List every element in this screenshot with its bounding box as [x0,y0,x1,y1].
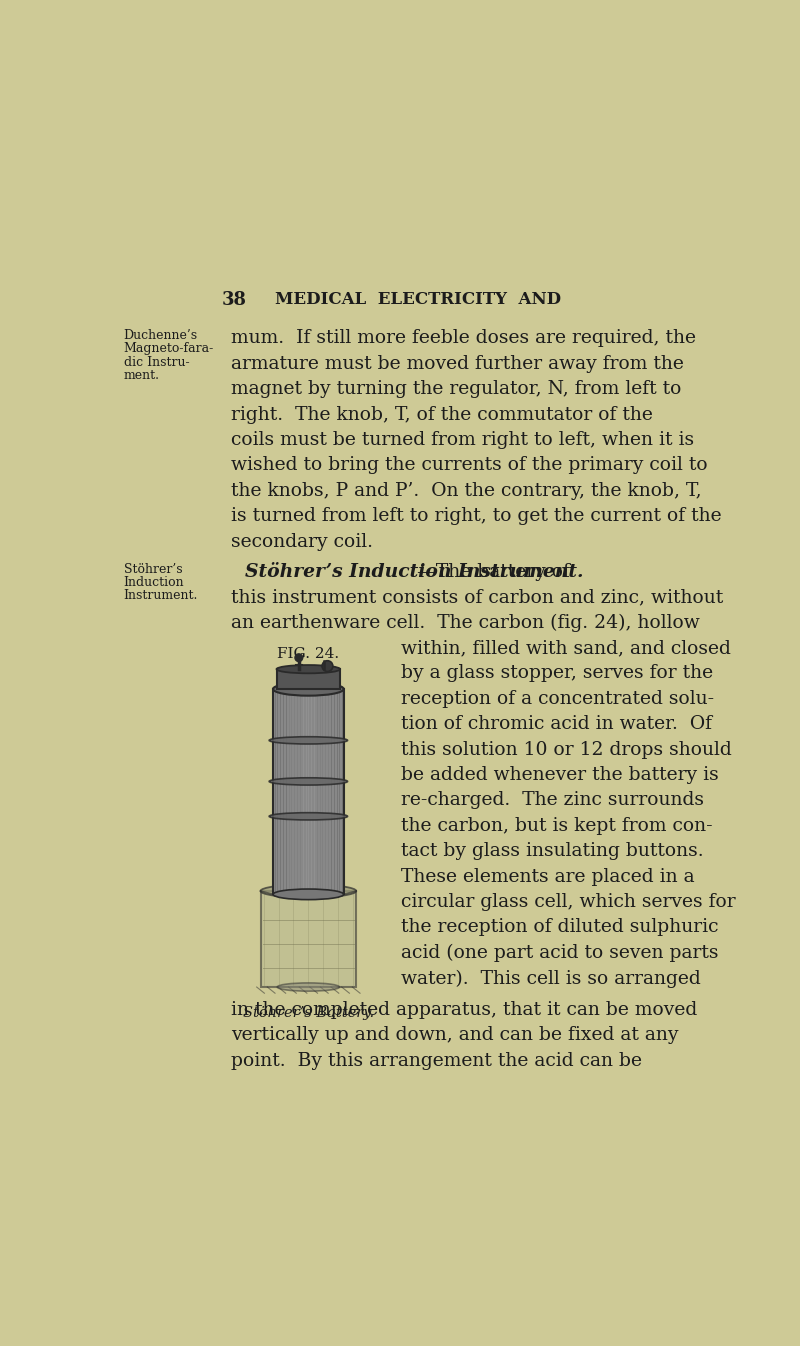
Text: vertically up and down, and can be fixed at any: vertically up and down, and can be fixed… [231,1026,679,1044]
Ellipse shape [278,983,339,991]
Ellipse shape [273,888,344,899]
Text: re-charged.  The zinc surrounds: re-charged. The zinc surrounds [401,791,704,809]
Circle shape [322,661,333,672]
Text: Stöhrer’s Battery.: Stöhrer’s Battery. [242,1007,374,1020]
Text: in the completed apparatus, that it can be moved: in the completed apparatus, that it can … [231,1001,698,1019]
Bar [277,669,340,689]
Text: by a glass stopper, serves for the: by a glass stopper, serves for the [401,665,713,682]
Text: water).  This cell is so arranged: water). This cell is so arranged [401,969,701,988]
Ellipse shape [273,682,344,696]
Ellipse shape [261,884,356,898]
Text: the reception of diluted sulphuric: the reception of diluted sulphuric [401,918,718,937]
Text: wished to bring the currents of the primary coil to: wished to bring the currents of the prim… [231,456,708,474]
Text: an earthenware cell.  The carbon (fig. 24), hollow: an earthenware cell. The carbon (fig. 24… [231,614,700,631]
Ellipse shape [269,778,347,785]
Text: MEDICAL  ELECTRICITY  AND: MEDICAL ELECTRICITY AND [274,291,561,308]
Text: FIG. 24.: FIG. 24. [278,646,339,661]
Bar [273,689,344,894]
Text: within, filled with sand, and closed: within, filled with sand, and closed [401,639,730,657]
Bar [261,891,356,987]
Ellipse shape [269,736,347,744]
Text: Instrument.: Instrument. [123,588,198,602]
Text: These elements are placed in a: These elements are placed in a [401,868,694,886]
Text: Stöhrer’s: Stöhrer’s [123,563,182,576]
Ellipse shape [277,665,340,673]
Text: Magneto-fara-: Magneto-fara- [123,342,214,355]
Text: mum.  If still more feeble doses are required, the: mum. If still more feeble doses are requ… [231,330,696,347]
Text: circular glass cell, which serves for: circular glass cell, which serves for [401,892,735,911]
Text: coils must be turned from right to left, when it is: coils must be turned from right to left,… [231,431,694,450]
Text: magnet by turning the regulator, N, from left to: magnet by turning the regulator, N, from… [231,380,682,398]
Text: Induction: Induction [123,576,184,588]
Text: Duchenne’s: Duchenne’s [123,330,198,342]
Ellipse shape [269,813,347,820]
Text: point.  By this arrangement the acid can be: point. By this arrangement the acid can … [231,1051,642,1070]
Text: this solution 10 or 12 drops should: this solution 10 or 12 drops should [401,740,731,759]
Text: armature must be moved further away from the: armature must be moved further away from… [231,355,684,373]
Text: tact by glass insulating buttons.: tact by glass insulating buttons. [401,843,703,860]
Text: right.  The knob, T, of the commutator of the: right. The knob, T, of the commutator of… [231,405,654,424]
Text: ment.: ment. [123,369,159,382]
Circle shape [295,654,302,661]
Text: the knobs, P and P’.  On the contrary, the knob, T,: the knobs, P and P’. On the contrary, th… [231,482,702,499]
Text: Stöhrer’s Induction Instrument.: Stöhrer’s Induction Instrument. [246,563,584,580]
Text: dic Instru-: dic Instru- [123,355,189,369]
Text: tion of chromic acid in water.  Of: tion of chromic acid in water. Of [401,715,712,734]
Text: 38: 38 [222,291,246,308]
Text: secondary coil.: secondary coil. [231,533,374,551]
Text: reception of a concentrated solu-: reception of a concentrated solu- [401,689,714,708]
Text: —The battery of: —The battery of [417,563,570,580]
Text: this instrument consists of carbon and zinc, without: this instrument consists of carbon and z… [231,588,724,606]
Text: is turned from left to right, to get the current of the: is turned from left to right, to get the… [231,507,722,525]
Text: acid (one part acid to seven parts: acid (one part acid to seven parts [401,944,718,962]
Text: be added whenever the battery is: be added whenever the battery is [401,766,718,783]
Text: the carbon, but is kept from con-: the carbon, but is kept from con- [401,817,712,835]
